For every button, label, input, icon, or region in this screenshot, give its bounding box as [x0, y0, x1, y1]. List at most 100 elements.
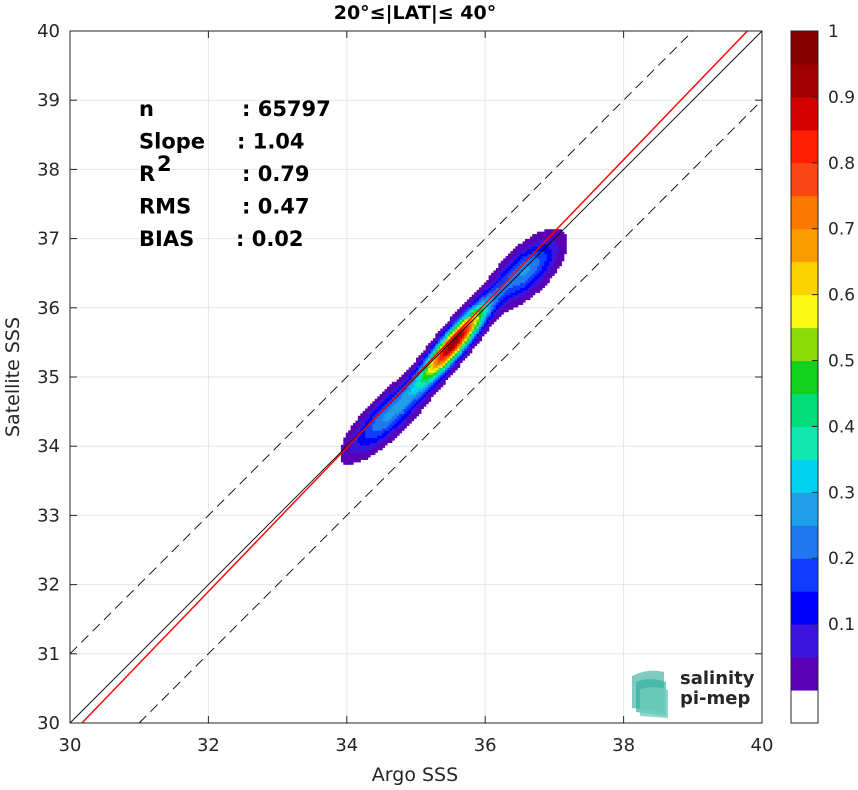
density-cell [527, 238, 531, 242]
density-cell [372, 452, 376, 456]
density-cell [454, 330, 458, 335]
density-cell [541, 234, 545, 238]
density-cell [355, 454, 359, 458]
density-cell [534, 241, 538, 245]
density-cell [544, 265, 548, 269]
density-cell [386, 408, 390, 412]
density-cell [537, 275, 541, 279]
density-cell [449, 369, 453, 373]
density-cell [549, 263, 553, 267]
density-cell [449, 362, 453, 366]
density-cell [406, 386, 410, 390]
density-cell [537, 236, 541, 240]
density-cell [551, 251, 555, 255]
density-cell [430, 343, 434, 347]
density-cell [382, 442, 386, 446]
density-cell [471, 345, 475, 349]
density-cell [551, 234, 555, 238]
density-cell [425, 393, 429, 397]
density-cell [476, 333, 480, 337]
stat-label-superscript: 2 [157, 152, 172, 176]
density-cell [561, 234, 565, 238]
density-cell [365, 420, 369, 424]
density-cell [391, 423, 395, 427]
density-cell [503, 270, 507, 274]
density-cell [527, 265, 531, 269]
density-cell [466, 321, 470, 325]
density-cell [462, 347, 466, 351]
density-cell [469, 330, 473, 335]
density-cell [382, 420, 386, 424]
density-cell [447, 345, 451, 349]
density-cell [529, 238, 533, 242]
density-cell [442, 364, 446, 368]
density-cell [457, 335, 461, 339]
density-cell [537, 277, 541, 281]
density-cell [462, 321, 466, 325]
x-tick-label: 34 [335, 735, 358, 756]
density-cell [428, 367, 432, 371]
density-cell [360, 439, 364, 443]
density-cell [411, 386, 415, 390]
density-cell [382, 391, 386, 395]
density-cell [348, 452, 352, 456]
density-cell [498, 314, 502, 318]
density-cell [355, 430, 359, 434]
density-cell [360, 435, 364, 439]
density-cell [396, 379, 400, 383]
density-cell [406, 403, 410, 407]
density-cell [537, 258, 541, 262]
density-cell [537, 263, 541, 267]
density-cell [369, 447, 374, 451]
density-cell [481, 297, 485, 301]
density-cell [416, 396, 420, 400]
density-cell [495, 268, 499, 272]
density-cell [428, 386, 432, 390]
density-cell [478, 321, 482, 325]
density-cell [500, 275, 504, 279]
density-cell [389, 408, 393, 412]
density-cell [413, 369, 417, 373]
density-cell [372, 430, 376, 434]
density-cell [435, 364, 439, 368]
density-cell [532, 280, 536, 284]
density-cell [532, 234, 536, 238]
density-cell [517, 258, 521, 262]
density-cell [512, 294, 516, 298]
density-cell [343, 439, 347, 443]
density-cell [556, 255, 560, 259]
density-cell [437, 338, 441, 342]
density-cell [449, 343, 453, 347]
colorbar-tick-label: 0.9 [828, 88, 855, 108]
density-cell [416, 377, 420, 381]
density-cell [462, 345, 466, 349]
density-cell [430, 355, 434, 359]
density-cell [423, 386, 427, 390]
density-cell [394, 406, 398, 410]
density-cell [401, 413, 405, 417]
density-cell [483, 318, 487, 322]
density-cell [529, 243, 533, 247]
density-cell [549, 238, 553, 242]
density-cell [520, 260, 524, 264]
density-cell [556, 265, 560, 269]
density-cell [360, 423, 364, 427]
density-cell [466, 347, 470, 351]
density-cell [440, 328, 444, 332]
density-cell [500, 268, 504, 272]
density-cell [394, 381, 398, 385]
density-cell [432, 379, 436, 383]
density-cell [556, 258, 560, 262]
density-cell [532, 287, 536, 291]
density-cell [418, 367, 422, 371]
density-cell [508, 301, 512, 305]
density-cell [527, 258, 531, 262]
density-cell [503, 309, 507, 313]
density-cell [357, 444, 361, 448]
density-cell [529, 287, 533, 291]
density-cell [357, 449, 361, 453]
density-cell [498, 297, 502, 301]
density-cell [464, 340, 468, 344]
density-cell [447, 367, 451, 371]
density-cell [495, 309, 499, 313]
